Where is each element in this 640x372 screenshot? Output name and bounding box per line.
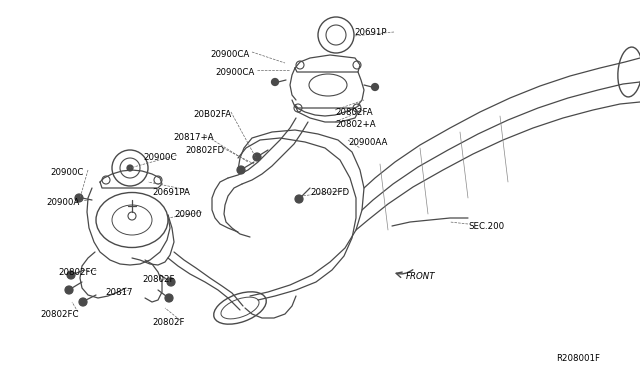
Text: 20900C: 20900C — [50, 168, 83, 177]
Text: SEC.200: SEC.200 — [468, 222, 504, 231]
Text: 20802FC: 20802FC — [58, 268, 97, 277]
Circle shape — [295, 195, 303, 203]
Text: 20B02FA: 20B02FA — [193, 110, 231, 119]
Circle shape — [271, 78, 278, 86]
Text: FRONT: FRONT — [406, 272, 435, 281]
Text: 20802+A: 20802+A — [335, 120, 376, 129]
Circle shape — [75, 194, 83, 202]
Circle shape — [237, 166, 245, 174]
Text: 20802F: 20802F — [152, 318, 184, 327]
Circle shape — [353, 104, 361, 112]
Circle shape — [128, 212, 136, 220]
Text: 20900AA: 20900AA — [348, 138, 387, 147]
Circle shape — [127, 165, 133, 171]
Circle shape — [154, 176, 162, 184]
Circle shape — [296, 61, 304, 69]
Text: 20802FD: 20802FD — [185, 146, 224, 155]
Circle shape — [294, 104, 302, 112]
Text: 20900CA: 20900CA — [215, 68, 254, 77]
Text: 20802FD: 20802FD — [310, 188, 349, 197]
Circle shape — [371, 83, 378, 90]
Text: 20802FC: 20802FC — [40, 310, 79, 319]
Text: 20900CA: 20900CA — [210, 50, 249, 59]
Circle shape — [253, 153, 261, 161]
Text: 20817+A: 20817+A — [173, 133, 214, 142]
Text: 20900: 20900 — [174, 210, 202, 219]
Circle shape — [167, 278, 175, 286]
Text: 20802F: 20802F — [142, 275, 175, 284]
Text: 20900C: 20900C — [143, 153, 177, 162]
Circle shape — [165, 294, 173, 302]
Text: 20691PA: 20691PA — [152, 188, 190, 197]
Text: R208001F: R208001F — [556, 354, 600, 363]
Circle shape — [79, 298, 87, 306]
Circle shape — [353, 61, 361, 69]
Circle shape — [65, 286, 73, 294]
Circle shape — [102, 176, 110, 184]
Text: 20817: 20817 — [105, 288, 132, 297]
Text: 20900A: 20900A — [46, 198, 79, 207]
Text: 20802FA: 20802FA — [335, 108, 372, 117]
Text: 20691P: 20691P — [354, 28, 387, 37]
Circle shape — [67, 271, 75, 279]
